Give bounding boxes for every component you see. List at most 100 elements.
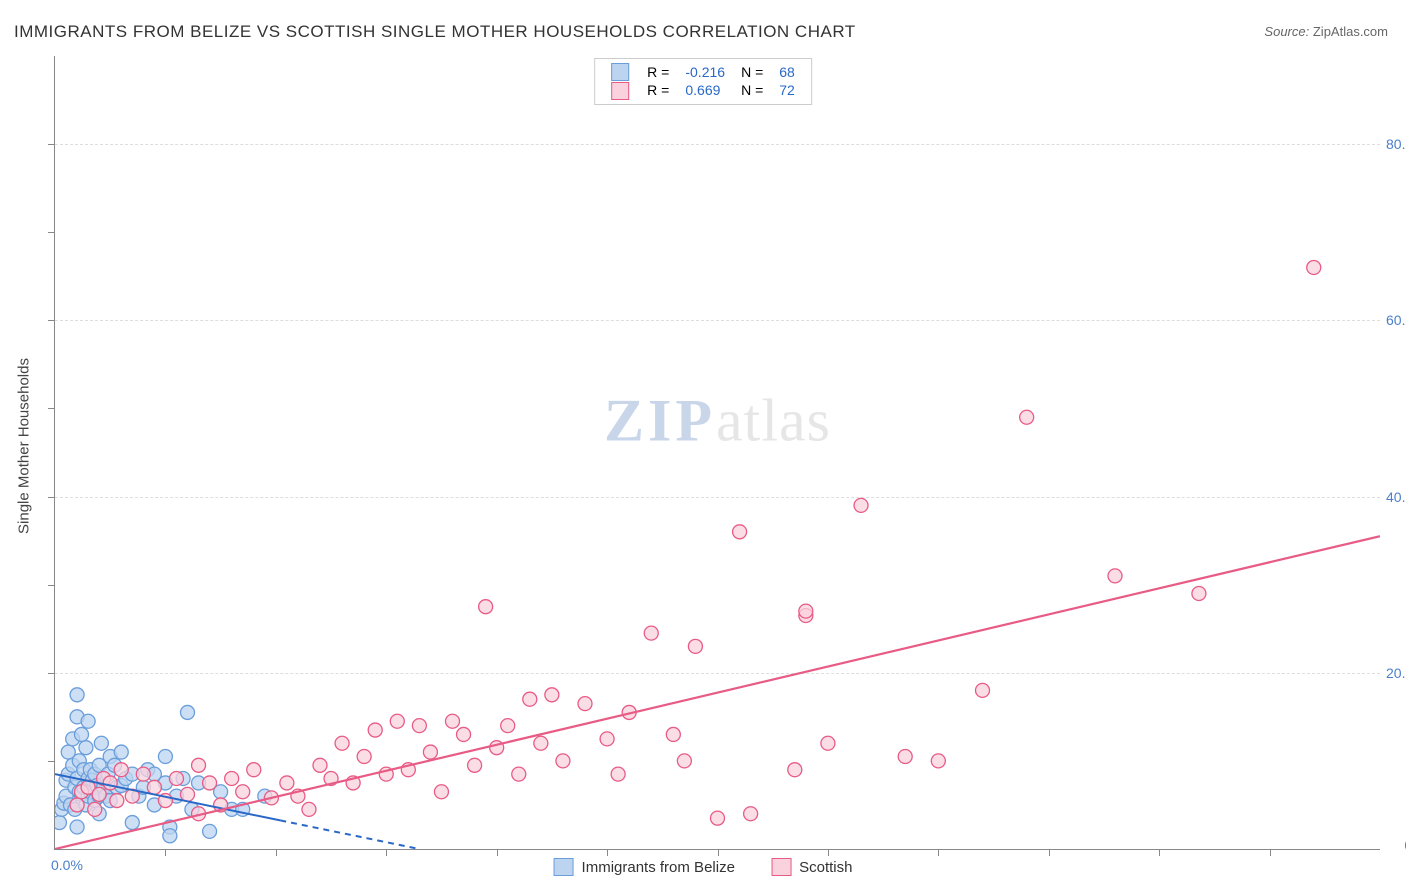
r-value-belize: -0.216	[677, 63, 733, 81]
n-label: N =	[741, 82, 763, 98]
y-tick-label: 40.0%	[1386, 489, 1406, 505]
data-point	[147, 780, 161, 794]
source-label: Source:	[1264, 24, 1309, 39]
source-value: ZipAtlas.com	[1313, 24, 1388, 39]
chart-title: IMMIGRANTS FROM BELIZE VS SCOTTISH SINGL…	[14, 22, 856, 42]
x-tick-mark	[276, 849, 277, 856]
data-point	[114, 745, 128, 759]
data-point	[92, 787, 106, 801]
data-point	[733, 525, 747, 539]
y-tick-mark	[48, 144, 55, 145]
data-point	[79, 741, 93, 755]
data-point	[247, 763, 261, 777]
y-tick-mark	[48, 497, 55, 498]
data-point	[688, 639, 702, 653]
data-point	[225, 772, 239, 786]
data-point	[70, 798, 84, 812]
y-tick-label: 80.0%	[1386, 136, 1406, 152]
trendline-belize-dashed	[280, 820, 419, 849]
data-point	[368, 723, 382, 737]
legend-label-scottish: Scottish	[799, 859, 852, 876]
data-point	[523, 692, 537, 706]
y-tick-mark	[48, 408, 55, 409]
data-point	[1020, 410, 1034, 424]
source-attribution: Source: ZipAtlas.com	[1264, 24, 1388, 39]
y-tick-mark	[48, 320, 55, 321]
data-point	[136, 767, 150, 781]
legend-row-belize: R = -0.216 N = 68	[603, 63, 803, 81]
y-tick-mark	[48, 673, 55, 674]
data-point	[611, 767, 625, 781]
data-point	[335, 736, 349, 750]
x-tick-mark	[718, 849, 719, 856]
y-tick-label: 20.0%	[1386, 665, 1406, 681]
y-tick-mark	[48, 585, 55, 586]
data-point	[70, 820, 84, 834]
data-point	[114, 763, 128, 777]
legend-item-belize: Immigrants from Belize	[554, 858, 735, 876]
data-point	[744, 807, 758, 821]
y-tick-mark	[48, 761, 55, 762]
x-tick-mark	[165, 849, 166, 856]
r-label: R =	[647, 82, 669, 98]
data-point	[423, 745, 437, 759]
x-tick-mark	[1270, 849, 1271, 856]
swatch-belize	[611, 63, 629, 81]
swatch-scottish	[611, 82, 629, 100]
data-point	[163, 829, 177, 843]
data-point	[103, 776, 117, 790]
data-point	[545, 688, 559, 702]
data-point	[158, 749, 172, 763]
data-point	[556, 754, 570, 768]
data-point	[512, 767, 526, 781]
data-point	[600, 732, 614, 746]
legend-item-scottish: Scottish	[771, 858, 852, 876]
data-point	[75, 727, 89, 741]
data-point	[446, 714, 460, 728]
x-tick-mark	[828, 849, 829, 856]
r-value-scottish: 0.669	[677, 81, 733, 99]
correlation-table: R = -0.216 N = 68 R = 0.669 N = 72	[603, 63, 803, 100]
x-axis-origin-label: 0.0%	[51, 857, 83, 873]
correlation-legend: R = -0.216 N = 68 R = 0.669 N = 72	[594, 58, 812, 105]
swatch-belize-bottom	[554, 858, 574, 876]
data-point	[94, 736, 108, 750]
data-point	[434, 785, 448, 799]
data-point	[280, 776, 294, 790]
data-point	[931, 754, 945, 768]
data-point	[181, 787, 195, 801]
data-point	[644, 626, 658, 640]
data-point	[203, 824, 217, 838]
data-point	[821, 736, 835, 750]
r-label: R =	[647, 64, 669, 80]
data-point	[181, 705, 195, 719]
chart-svg	[55, 56, 1380, 849]
n-value-belize: 68	[771, 63, 803, 81]
data-point	[412, 719, 426, 733]
plot-area: ZIPatlas 0.0% 60.0% 20.0%40.0%60.0%80.0%	[54, 56, 1380, 850]
data-point	[711, 811, 725, 825]
data-point	[1307, 260, 1321, 274]
data-point	[390, 714, 404, 728]
data-point	[313, 758, 327, 772]
data-point	[236, 785, 250, 799]
legend-row-scottish: R = 0.669 N = 72	[603, 81, 803, 99]
data-point	[501, 719, 515, 733]
data-point	[457, 727, 471, 741]
x-tick-mark	[1159, 849, 1160, 856]
data-point	[88, 802, 102, 816]
x-tick-mark	[497, 849, 498, 856]
data-point	[677, 754, 691, 768]
data-point	[110, 794, 124, 808]
data-point	[55, 816, 66, 830]
data-point	[1192, 586, 1206, 600]
x-tick-mark	[607, 849, 608, 856]
data-point	[666, 727, 680, 741]
data-point	[125, 816, 139, 830]
n-label: N =	[741, 64, 763, 80]
data-point	[169, 772, 183, 786]
data-point	[203, 776, 217, 790]
x-tick-mark	[386, 849, 387, 856]
x-tick-mark	[938, 849, 939, 856]
swatch-scottish-bottom	[771, 858, 791, 876]
